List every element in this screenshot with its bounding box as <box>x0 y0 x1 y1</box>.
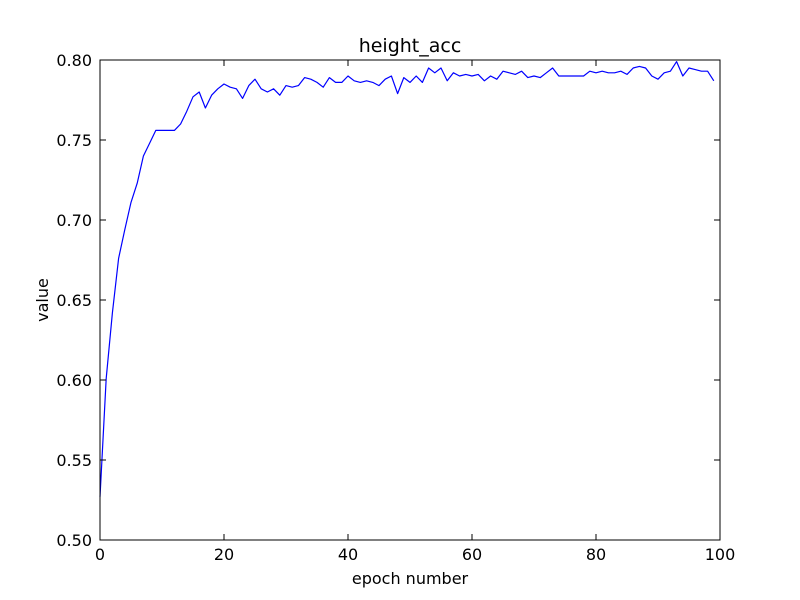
y-tick-label: 0.70 <box>56 211 92 230</box>
x-axis-label: epoch number <box>352 569 469 588</box>
x-tick-label: 40 <box>338 545 358 564</box>
y-tick-label: 0.75 <box>56 131 92 150</box>
y-tick-label: 0.80 <box>56 51 92 70</box>
x-axis-ticks: 0 20 40 60 80 100 <box>95 60 735 564</box>
x-tick-label: 60 <box>462 545 482 564</box>
x-tick-label: 100 <box>705 545 736 564</box>
x-tick-label: 0 <box>95 545 105 564</box>
chart-title: height_acc <box>359 35 462 57</box>
y-tick-label: 0.60 <box>56 371 92 390</box>
y-tick-label: 0.55 <box>56 451 92 470</box>
series-line <box>99 60 715 497</box>
x-tick-label: 20 <box>214 545 234 564</box>
x-tick-label: 80 <box>586 545 606 564</box>
y-axis-label: value <box>33 278 52 322</box>
y-tick-label: 0.65 <box>56 291 92 310</box>
y-tick-label: 0.50 <box>56 531 92 550</box>
series-layer <box>99 60 715 497</box>
y-axis-ticks: 0.50 0.55 0.60 0.65 0.70 0.75 0.80 <box>56 51 720 550</box>
